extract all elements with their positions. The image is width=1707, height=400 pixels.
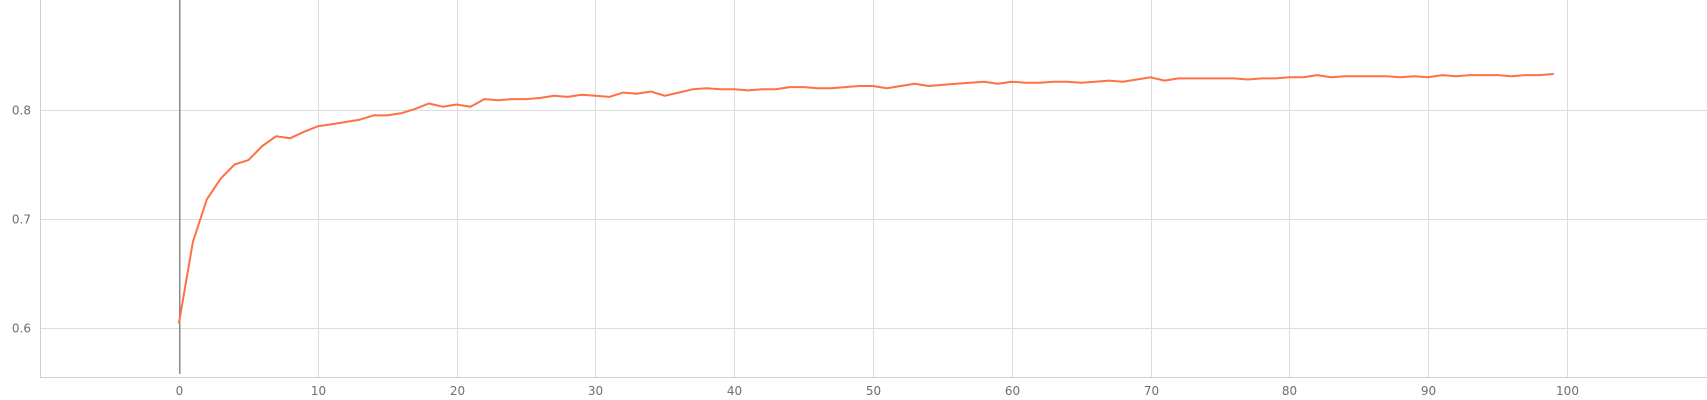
x-tick-label: 30 <box>588 384 603 398</box>
y-tick-label: 0.6 <box>12 322 31 336</box>
x-tick-label: 10 <box>311 384 326 398</box>
x-tick-label: 20 <box>450 384 465 398</box>
x-tick-label: 40 <box>727 384 742 398</box>
x-tick-label: 50 <box>866 384 881 398</box>
tick-labels: 0 10 20 30 40 50 60 70 80 90 100 0.6 0.7 0.8 <box>12 104 1579 399</box>
x-tick-label: 80 <box>1282 384 1297 398</box>
y-tick-label: 0.8 <box>12 104 31 118</box>
grid-lines <box>40 0 1707 377</box>
y-tick-label: 0.7 <box>12 213 31 227</box>
axes <box>40 0 1707 378</box>
x-tick-label: 70 <box>1144 384 1159 398</box>
series-layer <box>178 73 1555 324</box>
x-tick-label: 90 <box>1421 384 1436 398</box>
x-tick-label: 0 <box>176 384 184 398</box>
series-line-0 <box>178 73 1555 324</box>
x-tick-label: 100 <box>1556 384 1579 398</box>
x-tick-label: 60 <box>1005 384 1020 398</box>
